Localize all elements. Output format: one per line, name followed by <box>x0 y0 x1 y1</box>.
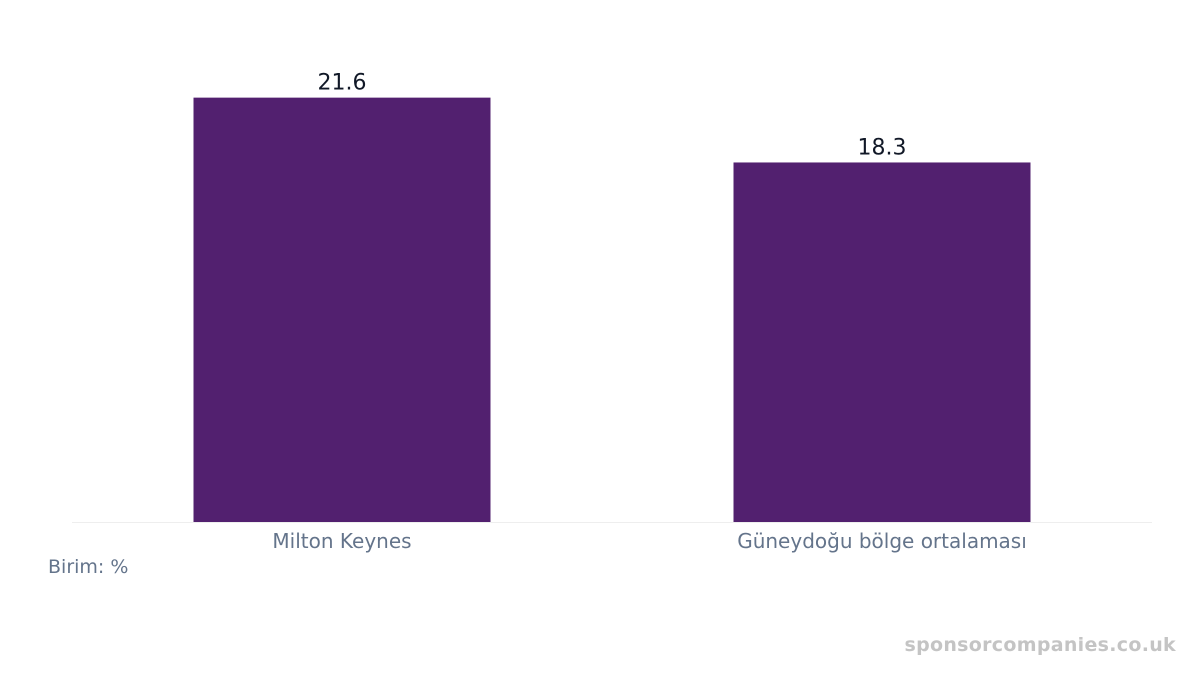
unit-note: Birim: % <box>48 556 129 578</box>
value-label-1: 21.6 <box>318 71 367 96</box>
bars-group <box>193 97 1031 523</box>
bar-2 <box>733 162 1031 522</box>
x-tick-label-2: Güneydoğu bölge ortalaması <box>737 529 1027 553</box>
x-tick-labels-group: Milton Keynes Güneydoğu bölge ortalaması <box>272 529 1026 553</box>
x-tick-label-1: Milton Keynes <box>272 529 411 553</box>
bar-1 <box>193 97 491 523</box>
value-label-2: 18.3 <box>858 135 907 160</box>
value-labels-group: 21.6 18.3 <box>318 71 907 161</box>
watermark: sponsorcompanies.co.uk <box>904 634 1176 656</box>
